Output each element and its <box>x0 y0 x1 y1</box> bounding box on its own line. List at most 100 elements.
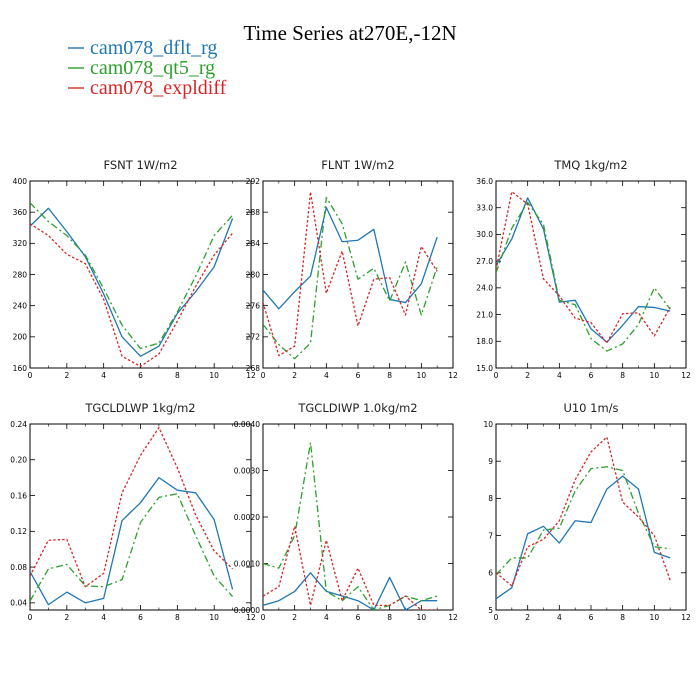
y-tick-label: 21.0 <box>476 310 493 319</box>
y-tick-label: 276 <box>246 301 261 310</box>
x-tick-label: 12 <box>448 613 458 622</box>
series-line-cam078_dflt_rg <box>30 207 234 357</box>
y-tick-label: 0.0040 <box>234 420 260 429</box>
panel-title: TGCLDLWP 1kg/m2 <box>84 401 195 415</box>
x-tick-label: 0 <box>28 613 33 622</box>
series-line-cam078_expldiff <box>30 426 234 588</box>
y-tick-label: 0.0010 <box>234 559 260 568</box>
x-tick-label: 2 <box>292 613 297 622</box>
plot-frame <box>262 423 454 611</box>
chart-panel: TMQ 1kg/m2 0 2 4 6 8 10 12 15.0 18.0 21.0 24.0 27.0 3… <box>476 158 691 380</box>
y-tick-label: 0.04 <box>10 599 27 608</box>
series-line-cam078_dflt_rg <box>263 206 438 310</box>
series-line-cam078_expldiff <box>30 223 234 368</box>
y-tick-label: 280 <box>246 270 261 279</box>
y-tick-label: 24.0 <box>476 284 493 293</box>
x-tick-label: 6 <box>589 371 594 380</box>
x-tick-label: 2 <box>64 371 69 380</box>
x-tick-label: 2 <box>525 613 530 622</box>
panel-title: TMQ 1kg/m2 <box>553 158 627 172</box>
y-tick-label: 30.0 <box>476 230 493 239</box>
y-tick-label: 280 <box>13 270 28 279</box>
y-tick-label: 0.24 <box>10 420 27 429</box>
series-line-cam078_dflt_rg <box>30 477 234 606</box>
y-tick-label: 7 <box>488 531 493 540</box>
panel-title: U10 1m/s <box>563 401 618 415</box>
x-tick-label: 10 <box>209 613 219 622</box>
panel-title: TGCLDIWP 1.0kg/m2 <box>297 401 417 415</box>
x-tick-label: 12 <box>681 371 691 380</box>
series-line-cam078_qt5_rg <box>496 466 671 576</box>
y-tick-label: 0.0000 <box>234 606 260 615</box>
y-tick-label: 9 <box>488 457 493 466</box>
series-line-cam078_expldiff <box>263 191 438 357</box>
x-tick-label: 4 <box>324 371 329 380</box>
x-tick-label: 10 <box>209 371 219 380</box>
x-tick-label: 4 <box>101 371 106 380</box>
legend-label: cam078_expldiff <box>90 77 227 99</box>
y-tick-label: 360 <box>13 208 28 217</box>
y-tick-label: 240 <box>13 301 28 310</box>
y-tick-label: 292 <box>246 177 261 186</box>
x-tick-label: 6 <box>589 613 594 622</box>
series-line-cam078_qt5_rg <box>263 441 438 610</box>
x-tick-label: 12 <box>246 613 256 622</box>
x-tick-label: 8 <box>387 371 392 380</box>
x-tick-label: 2 <box>64 613 69 622</box>
y-tick-label: 400 <box>13 177 28 186</box>
x-tick-label: 10 <box>417 371 427 380</box>
series-line-cam078_qt5_rg <box>496 201 671 352</box>
x-tick-label: 4 <box>101 613 106 622</box>
plot-frame <box>495 180 687 369</box>
x-tick-label: 6 <box>138 613 143 622</box>
y-tick-label: 320 <box>13 239 28 248</box>
y-tick-label: 268 <box>246 364 261 373</box>
x-tick-label: 12 <box>681 613 691 622</box>
y-tick-label: 272 <box>246 333 261 342</box>
y-tick-label: 6 <box>488 569 493 578</box>
x-tick-label: 4 <box>324 613 329 622</box>
figure-title: Time Series at270E,-12N <box>243 21 456 45</box>
series-line-cam078_dflt_rg <box>263 572 438 610</box>
y-tick-label: 0.20 <box>10 456 27 465</box>
x-tick-label: 6 <box>138 371 143 380</box>
y-tick-label: 15.0 <box>476 364 493 373</box>
x-tick-label: 6 <box>356 613 361 622</box>
series-line-cam078_expldiff <box>263 525 438 610</box>
x-tick-label: 0 <box>261 613 266 622</box>
y-tick-label: 288 <box>246 208 261 217</box>
series-line-cam078_expldiff <box>496 191 671 344</box>
x-tick-label: 8 <box>175 613 180 622</box>
panels: FSNT 1W/m20 2 4 6 8 10 12160200240280320360400… <box>10 158 691 622</box>
chart-panel: FSNT 1W/m2 0 2 4 6 8 10 12 160 200 240 280 320 360 400 <box>13 158 256 380</box>
y-tick-label: 0.12 <box>10 527 27 536</box>
x-tick-label: 4 <box>557 613 562 622</box>
series-line-cam078_expldiff <box>496 436 671 587</box>
x-tick-label: 10 <box>650 371 660 380</box>
y-tick-label: 0.0020 <box>234 513 260 522</box>
x-tick-label: 0 <box>494 613 499 622</box>
series-line-cam078_dflt_rg <box>496 197 671 343</box>
y-tick-label: 200 <box>13 333 28 342</box>
x-tick-label: 8 <box>175 371 180 380</box>
y-tick-label: 284 <box>246 239 261 248</box>
x-tick-label: 8 <box>620 613 625 622</box>
x-tick-label: 2 <box>525 371 530 380</box>
y-tick-label: 0.0030 <box>234 466 260 475</box>
y-tick-label: 0.16 <box>10 491 27 500</box>
chart-panel: U10 1m/s 0 2 4 6 8 10 12 5 6 7 8 9 10 <box>483 401 691 622</box>
panel-title: FSNT 1W/m2 <box>103 158 177 172</box>
y-tick-label: 36.0 <box>476 177 493 186</box>
y-tick-label: 8 <box>488 494 493 503</box>
x-tick-label: 2 <box>292 371 297 380</box>
x-tick-label: 8 <box>387 613 392 622</box>
plot-frame <box>29 180 252 369</box>
x-tick-label: 0 <box>261 371 266 380</box>
y-tick-label: 33.0 <box>476 204 493 213</box>
legend-label: cam078_dflt_rg <box>90 37 217 59</box>
series-line-cam078_qt5_rg <box>30 493 234 602</box>
x-tick-label: 12 <box>246 371 256 380</box>
x-tick-label: 0 <box>28 371 33 380</box>
